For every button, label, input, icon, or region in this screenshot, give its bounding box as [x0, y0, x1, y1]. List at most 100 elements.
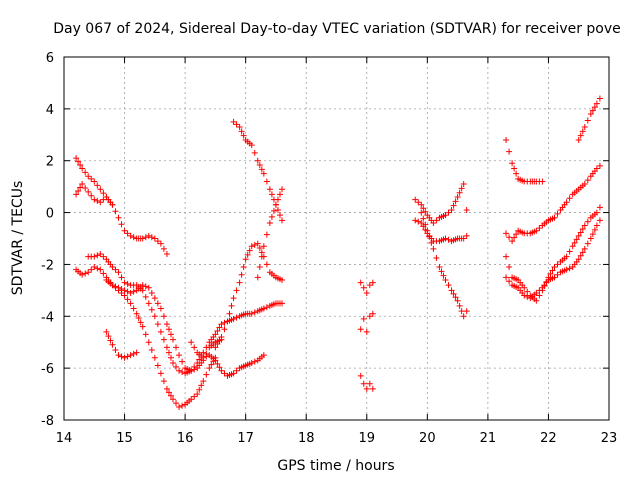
- data-point: [148, 234, 155, 241]
- data-point: [170, 359, 176, 366]
- data-point: [460, 235, 467, 242]
- data-point: [430, 245, 437, 252]
- data-point: [179, 402, 186, 409]
- data-point: [587, 111, 594, 118]
- data-point: [216, 337, 223, 344]
- data-point: [112, 283, 119, 290]
- x-tick-label: 23: [601, 431, 618, 446]
- data-point: [137, 319, 144, 326]
- data-point: [165, 349, 172, 356]
- data-point: [82, 270, 89, 277]
- y-tick-label: -2: [41, 258, 54, 273]
- data-point: [258, 166, 265, 173]
- data-point: [109, 341, 116, 348]
- data-point: [357, 372, 364, 379]
- data-point: [533, 289, 540, 296]
- data-point: [509, 238, 516, 245]
- data-point: [581, 222, 588, 229]
- x-tick-label: 16: [177, 431, 194, 446]
- data-point: [139, 323, 146, 330]
- data-point: [94, 265, 101, 272]
- data-point: [127, 232, 134, 239]
- data-point: [142, 293, 149, 300]
- data-point: [539, 287, 546, 294]
- data-point: [577, 229, 584, 236]
- data-point: [575, 232, 582, 239]
- data-point: [503, 136, 510, 143]
- data-point: [226, 310, 233, 317]
- plot-frame: [63, 56, 610, 421]
- data-point: [445, 282, 452, 289]
- data-point: [440, 272, 447, 279]
- data-point: [450, 290, 457, 297]
- data-point: [454, 297, 461, 304]
- data-point: [228, 302, 235, 309]
- data-point: [212, 331, 219, 338]
- data-point: [139, 282, 146, 289]
- data-point: [173, 400, 180, 407]
- data-point: [100, 253, 107, 260]
- data-point: [430, 219, 437, 226]
- data-point: [536, 225, 543, 232]
- x-tick-label: 20: [419, 431, 436, 446]
- data-point: [551, 274, 558, 281]
- data-point: [566, 195, 573, 202]
- data-point: [539, 178, 546, 185]
- data-point: [238, 271, 245, 278]
- data-point: [554, 261, 561, 268]
- data-point: [593, 165, 600, 172]
- data-point: [145, 339, 152, 346]
- data-point: [218, 321, 225, 328]
- data-point: [248, 243, 255, 250]
- data-point: [554, 210, 561, 217]
- data-point: [97, 266, 104, 273]
- data-point: [450, 202, 457, 209]
- data-point: [579, 249, 586, 256]
- data-point: [115, 284, 122, 291]
- data-point: [167, 354, 174, 361]
- data-point: [591, 104, 598, 111]
- data-point: [452, 294, 459, 301]
- data-point: [224, 318, 231, 325]
- data-point: [591, 226, 598, 233]
- data-point: [85, 173, 92, 180]
- data-point: [254, 240, 261, 247]
- data-point: [230, 295, 237, 302]
- data-point: [270, 207, 277, 214]
- series-arc-19: [503, 204, 603, 304]
- data-point: [230, 370, 237, 377]
- data-point: [256, 162, 263, 169]
- data-point: [212, 357, 219, 364]
- data-point: [442, 276, 449, 283]
- data-point: [584, 240, 591, 247]
- data-point: [200, 349, 207, 356]
- data-point: [145, 300, 152, 307]
- data-point: [88, 266, 95, 273]
- data-point: [121, 354, 128, 361]
- data-point: [167, 392, 174, 399]
- data-point: [142, 234, 149, 241]
- data-point: [593, 222, 600, 229]
- data-point: [458, 185, 465, 192]
- data-point: [118, 353, 125, 360]
- data-point: [112, 346, 119, 353]
- data-point: [112, 266, 119, 273]
- data-point: [442, 235, 449, 242]
- data-point: [97, 199, 104, 206]
- data-point: [124, 230, 131, 237]
- data-point: [115, 214, 122, 221]
- data-point: [105, 333, 112, 340]
- data-point: [452, 198, 459, 205]
- data-point: [579, 128, 586, 135]
- data-point: [142, 331, 149, 338]
- data-point: [118, 221, 125, 228]
- data-point: [460, 313, 467, 320]
- y-tick-label: 2: [46, 155, 54, 170]
- data-point: [121, 279, 128, 286]
- data-point: [160, 336, 167, 343]
- data-point: [157, 240, 164, 247]
- data-point: [214, 360, 221, 367]
- data-point: [75, 187, 82, 194]
- data-point: [127, 300, 134, 307]
- data-point: [268, 213, 275, 220]
